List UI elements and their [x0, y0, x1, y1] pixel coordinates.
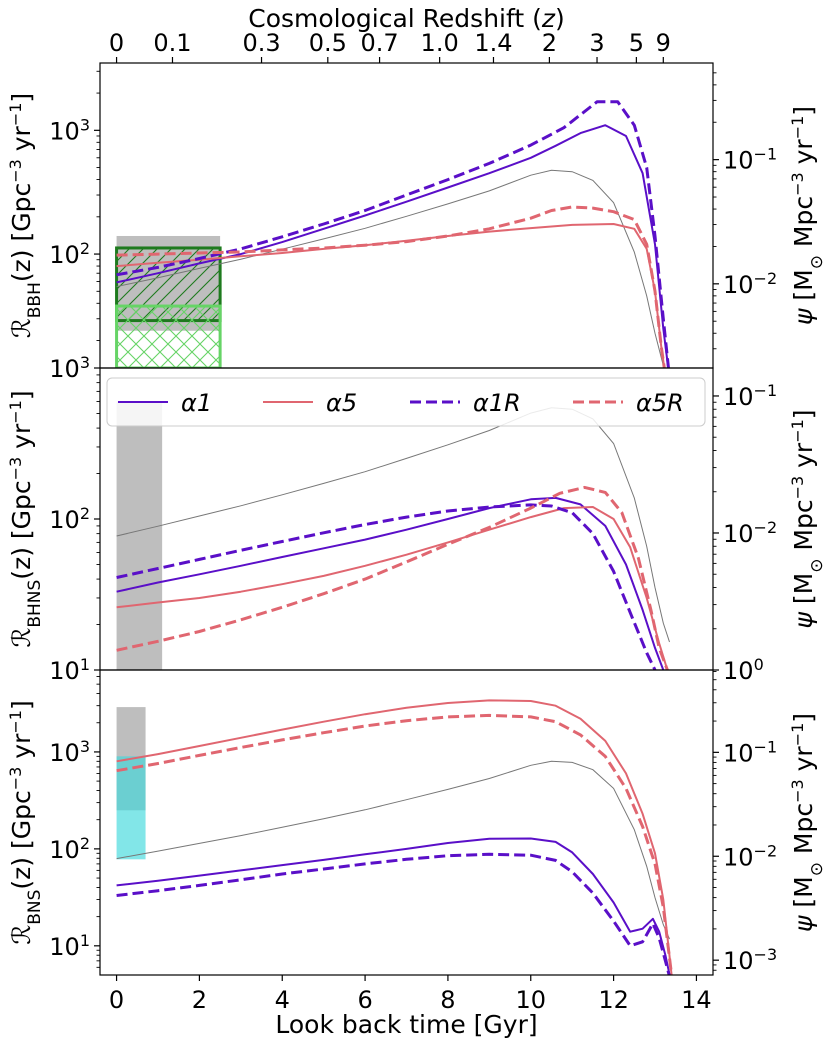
x-tick-label: 4 [275, 986, 290, 1014]
top-tick-label: 0 [109, 29, 124, 57]
series-alpha5R-line [116, 713, 674, 975]
top-tick-label: 0.5 [309, 29, 347, 57]
x-tick-label: 8 [440, 986, 455, 1014]
series-alpha1-line [116, 496, 665, 670]
x-tick-label: 12 [598, 986, 629, 1014]
y-tick-label: 103 [49, 353, 90, 384]
x-axis-label: Look back time [Gyr] [275, 1010, 537, 1039]
plot-area [115, 100, 670, 368]
top-tick-label: 1.4 [474, 29, 512, 57]
legend-label-alpha1: α1 [181, 389, 212, 417]
legend: α1 α5 α1R α5R [106, 377, 706, 427]
y-tick-label: 102 [49, 504, 90, 535]
sfr-curve [116, 407, 670, 643]
top-tick-label: 0.7 [360, 29, 398, 57]
y-tick-label: 103 [49, 736, 90, 767]
legend-label-alpha5: α5 [326, 389, 357, 417]
panel-frame [99, 669, 714, 976]
legend-label-alpha5R: α5R [636, 389, 684, 417]
legend-frame [106, 377, 706, 427]
y2-tick-label: 10−3 [723, 945, 777, 976]
top-tick-label: 1.0 [421, 29, 459, 57]
top-tick-label: 3 [589, 29, 604, 57]
panel-bbh: 102 103 10−2 10−1 ℛBBH(z) [Gpc−3 yr−1] ψ [M⊙ … [6, 4, 828, 369]
series-alpha5-line [116, 506, 669, 670]
y-tick-label: 101 [49, 930, 90, 961]
y2-tick-label: 10−1 [723, 737, 777, 768]
y2-tick-label: 10−2 [723, 517, 777, 548]
series-alpha1R-line [116, 100, 670, 368]
x-tick-label: 10 [515, 986, 546, 1014]
y-axis-label: ℛBHNS(z) [Gpc−3 yr−1] [6, 390, 46, 647]
series-alpha1R-line [116, 852, 671, 975]
top-axis-label: Cosmological Redshift (z) [248, 4, 565, 33]
top-tick-label: 9 [656, 29, 671, 57]
sfr-curve [116, 169, 665, 368]
series-alpha5R-line [116, 485, 669, 670]
y2-tick-label: 10−1 [723, 380, 777, 411]
y2-tick-label: 10−1 [723, 144, 777, 175]
y-axis-label: ℛBNS(z) [Gpc−3 yr−1] [6, 700, 46, 944]
y2-tick-label: 100 [723, 655, 764, 686]
series-alpha5R-line [116, 205, 666, 368]
plot-area [116, 401, 670, 670]
panel-bhns: 101 102 103 100 10−2 10−1 ℛBHNS(z) [Gpc−3 yr−1… [6, 353, 828, 686]
x-tick-label: 14 [681, 986, 712, 1014]
y2-axis-label: ψ [M⊙ Mpc−3 yr−1] [788, 106, 828, 325]
y2-axis-label: ψ [M⊙ Mpc−3 yr−1] [788, 713, 828, 932]
series-alpha5-line [116, 699, 673, 975]
y2-tick-label: 10−2 [723, 268, 777, 299]
series-alpha1-line [116, 124, 670, 368]
plot-area [116, 699, 674, 975]
top-tick-label: 5 [629, 29, 644, 57]
series-alpha1-line [116, 837, 671, 975]
y-tick-label: 102 [49, 239, 90, 270]
y-axis-label: ℛBBH(z) [Gpc−3 yr−1] [6, 93, 46, 338]
x-tick-label: 6 [357, 986, 372, 1014]
sfr-curve [116, 760, 670, 940]
top-tick-label: 0.3 [242, 29, 280, 57]
series-alpha1R-line [116, 503, 657, 670]
x-tick-label: 0 [109, 986, 124, 1014]
top-tick-label: 0.1 [153, 29, 191, 57]
y-tick-label: 103 [49, 115, 90, 146]
x-tick-label: 2 [192, 986, 207, 1014]
top-tick-label: 2 [542, 29, 557, 57]
y2-axis-label: ψ [M⊙ Mpc−3 yr−1] [788, 409, 828, 628]
observed-rate-box [116, 401, 163, 670]
observed-rate-box [116, 756, 146, 860]
y2-tick-label: 10−2 [723, 841, 777, 872]
legend-label-alpha1R: α1R [473, 389, 521, 417]
hatched-rate-box [115, 304, 222, 368]
y-tick-label: 101 [49, 655, 90, 686]
y-tick-label: 102 [49, 833, 90, 864]
